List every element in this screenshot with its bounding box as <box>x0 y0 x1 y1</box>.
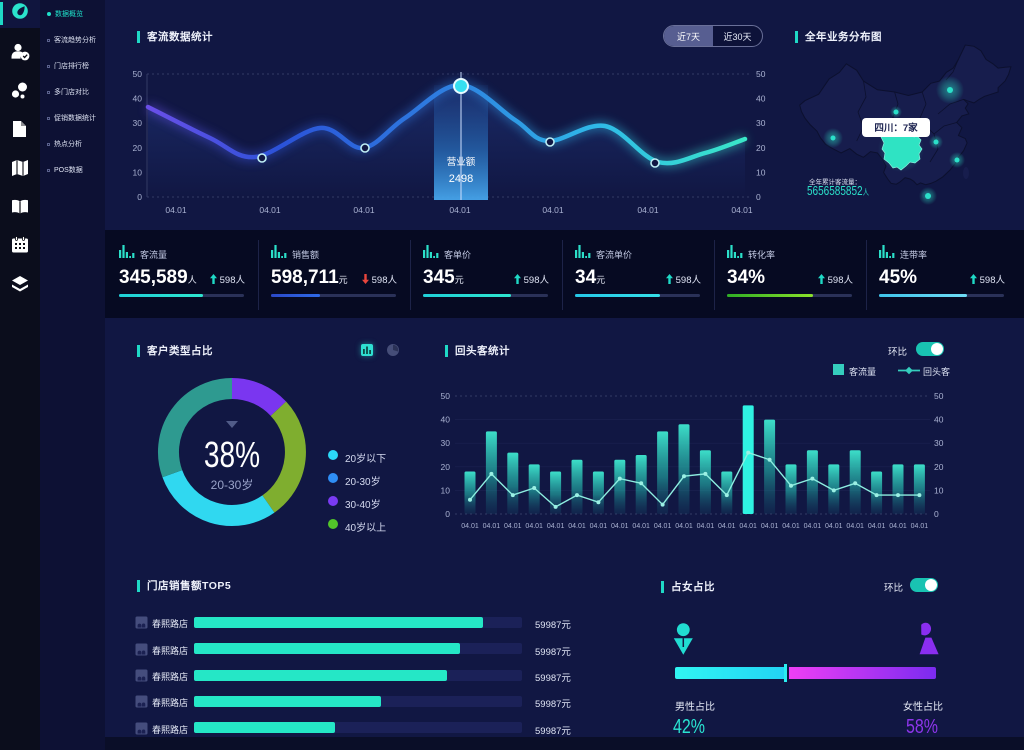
svg-text:04.01: 04.01 <box>911 523 929 530</box>
svg-text:20: 20 <box>756 143 766 153</box>
svg-text:04.01: 04.01 <box>483 523 501 530</box>
svg-text:30: 30 <box>934 438 944 448</box>
svg-text:营业额: 营业额 <box>447 156 476 168</box>
svg-text:40: 40 <box>441 415 451 425</box>
svg-text:30: 30 <box>133 118 143 128</box>
svg-text:04.01: 04.01 <box>804 523 822 530</box>
svg-text:40: 40 <box>756 94 766 104</box>
svg-text:04.01: 04.01 <box>782 523 800 530</box>
svg-text:04.01: 04.01 <box>868 523 886 530</box>
svg-text:04.01: 04.01 <box>889 523 907 530</box>
svg-text:04.01: 04.01 <box>731 205 753 215</box>
svg-text:50: 50 <box>756 69 766 79</box>
svg-text:20: 20 <box>934 462 944 472</box>
svg-text:0: 0 <box>756 192 761 202</box>
svg-text:04.01: 04.01 <box>590 523 608 530</box>
svg-text:50: 50 <box>133 69 143 79</box>
svg-text:2498: 2498 <box>449 173 473 185</box>
svg-text:04.01: 04.01 <box>739 523 757 530</box>
svg-text:04.01: 04.01 <box>846 523 864 530</box>
svg-text:30: 30 <box>756 118 766 128</box>
svg-text:四川：7家: 四川：7家 <box>874 122 918 134</box>
svg-text:04.01: 04.01 <box>525 523 543 530</box>
svg-text:30: 30 <box>441 438 451 448</box>
svg-text:04.01: 04.01 <box>654 523 672 530</box>
svg-text:04.01: 04.01 <box>461 523 479 530</box>
svg-text:10: 10 <box>934 485 944 495</box>
svg-text:10: 10 <box>756 167 766 177</box>
svg-text:40: 40 <box>934 415 944 425</box>
svg-text:04.01: 04.01 <box>761 523 779 530</box>
svg-text:04.01: 04.01 <box>165 205 187 215</box>
svg-text:04.01: 04.01 <box>637 205 659 215</box>
svg-text:40: 40 <box>133 94 143 104</box>
svg-text:04.01: 04.01 <box>259 205 281 215</box>
svg-text:0: 0 <box>137 192 142 202</box>
svg-text:04.01: 04.01 <box>697 523 715 530</box>
svg-text:0: 0 <box>445 509 450 519</box>
svg-text:10: 10 <box>133 167 143 177</box>
svg-text:20: 20 <box>441 462 451 472</box>
svg-text:04.01: 04.01 <box>675 523 693 530</box>
svg-text:04.01: 04.01 <box>449 205 471 215</box>
svg-text:04.01: 04.01 <box>504 523 522 530</box>
svg-text:50: 50 <box>441 391 451 401</box>
svg-text:04.01: 04.01 <box>611 523 629 530</box>
svg-text:04.01: 04.01 <box>568 523 586 530</box>
svg-text:04.01: 04.01 <box>353 205 375 215</box>
svg-text:04.01: 04.01 <box>718 523 736 530</box>
svg-text:04.01: 04.01 <box>632 523 650 530</box>
svg-text:50: 50 <box>934 391 944 401</box>
svg-text:04.01: 04.01 <box>825 523 843 530</box>
svg-text:20: 20 <box>133 143 143 153</box>
svg-text:0: 0 <box>934 509 939 519</box>
svg-text:10: 10 <box>441 485 451 495</box>
svg-text:04.01: 04.01 <box>547 523 565 530</box>
svg-text:04.01: 04.01 <box>542 205 564 215</box>
